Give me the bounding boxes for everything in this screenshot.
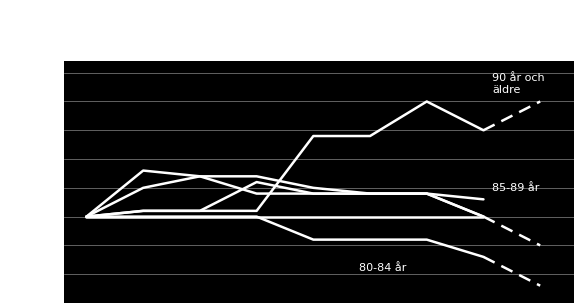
Text: 90 år och
äldre: 90 år och äldre (492, 73, 545, 95)
Text: 85-89 år: 85-89 år (492, 183, 539, 193)
Text: 80-84 år: 80-84 år (358, 263, 406, 273)
Y-axis label: Index: basår 2006=100: Index: basår 2006=100 (22, 117, 32, 248)
